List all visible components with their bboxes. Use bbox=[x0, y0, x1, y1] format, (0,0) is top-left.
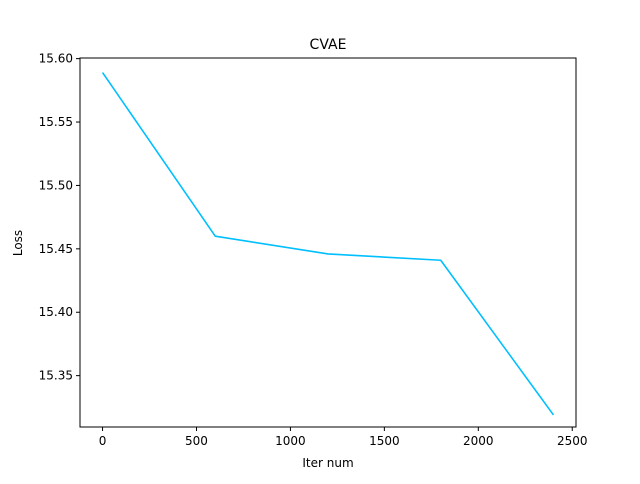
y-tick-label: 15.55 bbox=[39, 115, 73, 129]
x-tick-label: 1000 bbox=[275, 434, 306, 448]
plot-area bbox=[80, 58, 576, 427]
x-tick-label: 0 bbox=[99, 434, 107, 448]
y-axis: 15.35 15.40 15.45 15.50 15.55 15.60 bbox=[39, 52, 80, 383]
series-layer bbox=[101, 72, 555, 416]
x-tick-label: 500 bbox=[185, 434, 208, 448]
y-axis-label: Loss bbox=[11, 230, 25, 256]
y-tick-label: 15.40 bbox=[39, 305, 73, 319]
y-tick-label: 15.35 bbox=[39, 369, 73, 383]
y-tick-label: 15.50 bbox=[39, 178, 73, 192]
chart-title: CVAE bbox=[310, 37, 347, 53]
x-tick-label: 1500 bbox=[369, 434, 400, 448]
plot-frame bbox=[79, 57, 577, 428]
x-tick-label: 2000 bbox=[463, 434, 494, 448]
series-line bbox=[101, 72, 555, 416]
x-tick-label: 2500 bbox=[557, 434, 588, 448]
y-tick-label: 15.60 bbox=[39, 52, 73, 66]
x-axis-label: Iter num bbox=[302, 456, 353, 470]
y-tick-label: 15.45 bbox=[39, 242, 73, 256]
x-axis: 0 500 1000 1500 2000 2500 bbox=[99, 427, 588, 448]
